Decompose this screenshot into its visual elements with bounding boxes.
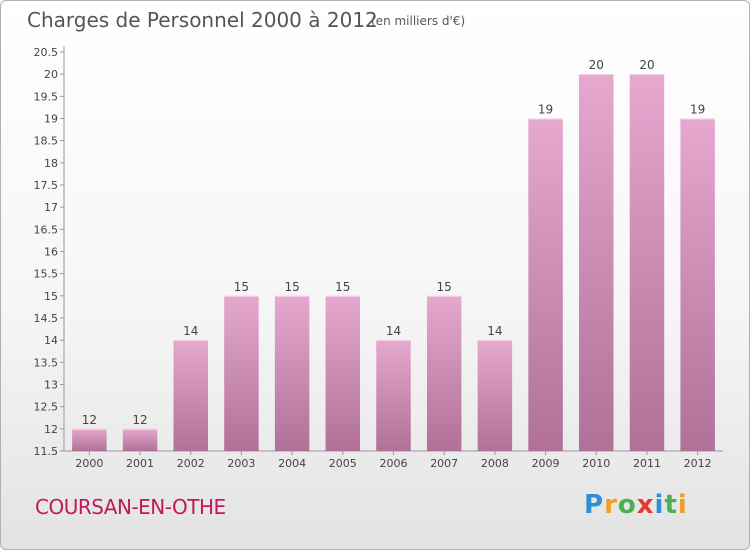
data-label: 15 bbox=[284, 280, 299, 294]
logo-letter: i bbox=[654, 490, 665, 520]
x-tick-label: 2007 bbox=[430, 457, 458, 470]
bar[interactable] bbox=[477, 340, 513, 451]
x-tick-label: 2008 bbox=[481, 457, 509, 470]
data-label: 20 bbox=[589, 58, 604, 72]
bar[interactable] bbox=[122, 428, 158, 451]
x-tick-label: 2009 bbox=[532, 457, 560, 470]
data-label: 14 bbox=[386, 324, 401, 338]
bar[interactable] bbox=[680, 118, 715, 452]
x-tick-label: 2012 bbox=[684, 457, 712, 470]
data-label: 19 bbox=[690, 103, 705, 117]
x-tick-label: 2000 bbox=[75, 457, 103, 470]
x-tick-label: 2005 bbox=[329, 457, 357, 470]
y-tick-label: 12.5 bbox=[34, 401, 59, 414]
x-tick-label: 2001 bbox=[126, 457, 154, 470]
bars bbox=[72, 74, 715, 452]
y-tick-label: 15 bbox=[44, 290, 58, 303]
bar[interactable] bbox=[376, 340, 411, 451]
bar[interactable] bbox=[325, 295, 361, 451]
data-label: 12 bbox=[82, 413, 97, 427]
y-tick-label: 18.5 bbox=[34, 135, 59, 148]
x-axis: 2000 2001 2002 2003 2004 2005 2006 2007 2008 2009… bbox=[64, 450, 723, 470]
y-tick-label: 19.5 bbox=[34, 90, 59, 103]
y-tick-label: 13 bbox=[44, 379, 58, 392]
y-tick-label: 18 bbox=[44, 157, 58, 170]
x-tick-label: 2010 bbox=[582, 457, 610, 470]
bar[interactable] bbox=[528, 118, 563, 452]
y-tick-label: 14 bbox=[44, 334, 58, 347]
y-tick-label: 20 bbox=[44, 68, 58, 81]
bar[interactable] bbox=[173, 340, 208, 451]
bar[interactable] bbox=[224, 295, 259, 451]
bar[interactable] bbox=[579, 74, 614, 452]
logo-letter: t bbox=[664, 490, 678, 520]
x-tick-label: 2011 bbox=[633, 457, 661, 470]
y-tick-label: 15.5 bbox=[34, 268, 59, 281]
commune-name: COURSAN-EN-OTHE bbox=[35, 495, 226, 519]
y-tick-label: 13.5 bbox=[34, 356, 59, 369]
y-tick-label: 19 bbox=[44, 113, 58, 126]
x-tick-label: 2004 bbox=[278, 457, 306, 470]
chart-subtitle: (en milliers d'€) bbox=[371, 14, 466, 28]
y-tick-label: 16 bbox=[44, 246, 58, 259]
logo-letter: x bbox=[636, 490, 655, 520]
x-tick-label: 2003 bbox=[227, 457, 255, 470]
y-tick-label: 17 bbox=[44, 201, 58, 214]
logo-letter: o bbox=[617, 490, 637, 520]
x-tick-label: 2006 bbox=[380, 457, 408, 470]
bar[interactable] bbox=[629, 74, 665, 452]
y-tick-label: 14.5 bbox=[34, 312, 59, 325]
data-label: 15 bbox=[234, 280, 249, 294]
data-label: 14 bbox=[487, 324, 502, 338]
chart-title: Charges de Personnel 2000 à 2012 bbox=[27, 8, 378, 32]
data-label: 19 bbox=[538, 103, 553, 117]
bar[interactable] bbox=[426, 295, 462, 451]
bar[interactable] bbox=[72, 428, 107, 451]
data-label: 14 bbox=[183, 324, 198, 338]
y-tick-label: 11.5 bbox=[34, 445, 59, 458]
y-tick-label: 17.5 bbox=[34, 179, 59, 192]
proxiti-logo[interactable]: Proxiti bbox=[584, 490, 688, 520]
logo-letter: i bbox=[677, 490, 688, 520]
y-tick-label: 12 bbox=[44, 423, 58, 436]
data-labels: 12 12 14 15 15 15 14 15 14 19 20 20 19 bbox=[82, 58, 706, 427]
y-tick-label: 20.5 bbox=[34, 46, 59, 59]
logo-letter: P bbox=[584, 490, 605, 520]
data-label: 15 bbox=[437, 280, 452, 294]
logo-letter: r bbox=[604, 490, 618, 520]
x-tick-label: 2002 bbox=[177, 457, 205, 470]
bar[interactable] bbox=[274, 295, 310, 451]
y-axis: 11.5 12 12.5 13 13.5 14 14.5 15 15.5 16 16.5 17 17.5… bbox=[34, 46, 65, 458]
y-tick-label: 16.5 bbox=[34, 223, 59, 236]
data-label: 12 bbox=[132, 413, 147, 427]
data-label: 15 bbox=[335, 280, 350, 294]
data-label: 20 bbox=[639, 58, 654, 72]
